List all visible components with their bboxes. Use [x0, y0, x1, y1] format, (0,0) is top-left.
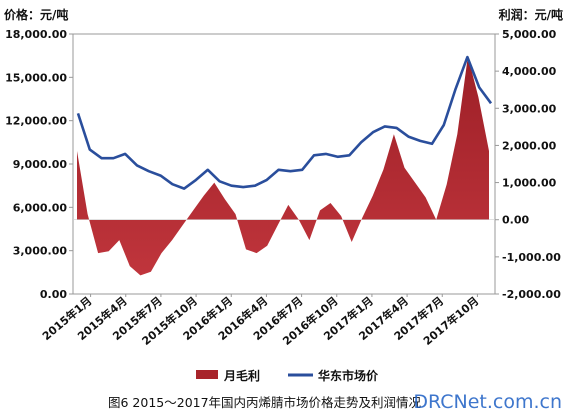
right-tick-label: 4,000.00: [502, 65, 557, 78]
left-tick-label: 6,000.00: [13, 201, 68, 214]
x-axis: 2015年1月2015年4月2015年7月2015年10月2016年1月2016…: [39, 294, 481, 348]
series-price-line: [76, 55, 493, 190]
legend: 月毛利 华东市场价: [196, 368, 379, 383]
left-tick-label: 9,000.00: [13, 158, 68, 171]
legend-label-price: 华东市场价: [318, 368, 379, 383]
right-axis-title: 利润：元/吨: [499, 7, 563, 22]
right-tick-label: 3,000.00: [502, 102, 557, 115]
left-tick-label: 18,000.00: [5, 28, 67, 41]
right-tick-label: -1,000.00: [502, 251, 561, 264]
right-tick-label: 5,000.00: [502, 28, 557, 41]
right-tick-label: 1,000.00: [502, 177, 557, 190]
left-tick-label: 0.00: [40, 288, 67, 301]
right-tick-label: -2,000.00: [502, 288, 561, 301]
series-profit-area: [77, 56, 489, 276]
left-tick-label: 3,000.00: [13, 245, 68, 258]
left-axis: 0.00 3,000.00 6,000.00 9,000.00 12,000.00 15,…: [5, 28, 73, 301]
left-axis-title: 价格：元/吨: [4, 7, 68, 22]
left-tick-label: 15,000.00: [5, 71, 67, 84]
legend-swatch-profit: [196, 370, 218, 379]
right-tick-label: 0.00: [502, 214, 529, 227]
right-tick-label: 2,000.00: [502, 139, 557, 152]
legend-label-profit: 月毛利: [223, 368, 260, 383]
right-axis: -2,000.00 -1,000.00 0.00 1,000.00 2,000.00 3,…: [495, 28, 561, 301]
watermark-drcnet: DRCNet.com.cn: [413, 391, 562, 413]
figure-caption: 图6 2015～2017年国内丙烯腈市场价格走势及利润情况: [108, 395, 422, 410]
left-tick-label: 12,000.00: [5, 115, 67, 128]
